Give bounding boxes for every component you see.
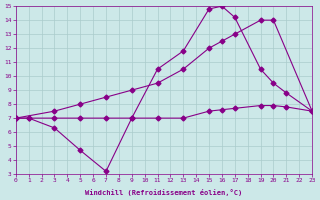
X-axis label: Windchill (Refroidissement éolien,°C): Windchill (Refroidissement éolien,°C) xyxy=(85,189,243,196)
